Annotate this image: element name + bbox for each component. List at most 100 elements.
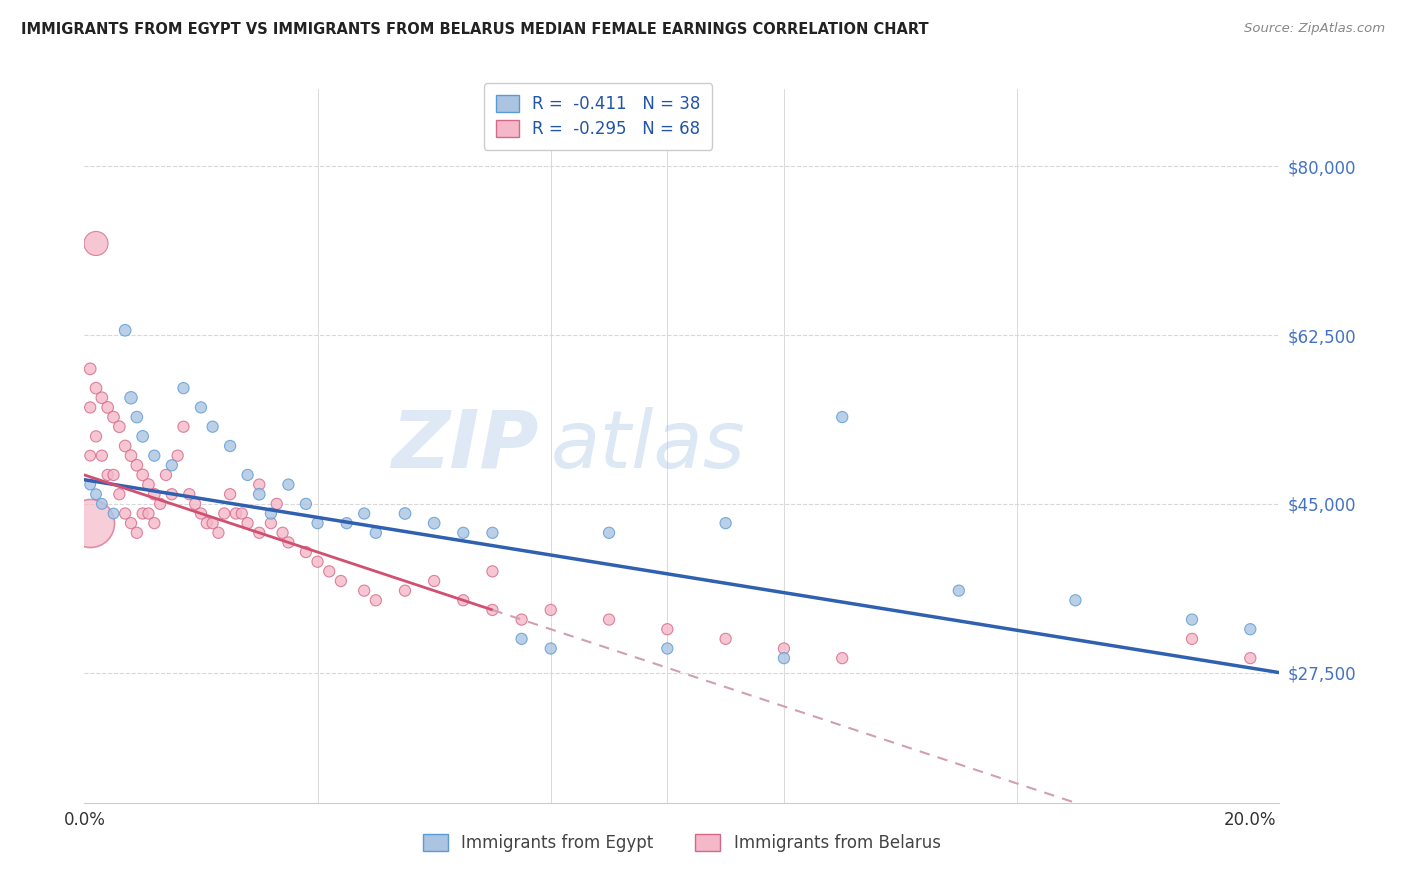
Point — [90, 391, 112, 405]
Point — [84, 429, 107, 443]
Point — [1239, 622, 1261, 636]
Point — [510, 613, 533, 627]
Point — [108, 419, 131, 434]
Point — [510, 632, 533, 646]
Point — [143, 516, 166, 530]
Point — [190, 401, 212, 415]
Point — [225, 507, 247, 521]
Point — [114, 507, 136, 521]
Point — [160, 458, 183, 473]
Point — [114, 439, 136, 453]
Point — [149, 497, 172, 511]
Legend: Immigrants from Egypt, Immigrants from Belarus: Immigrants from Egypt, Immigrants from B… — [416, 827, 948, 859]
Point — [190, 507, 212, 521]
Point — [201, 419, 224, 434]
Point — [714, 516, 737, 530]
Point — [247, 477, 270, 491]
Point — [364, 525, 387, 540]
Point — [948, 583, 970, 598]
Point — [103, 507, 125, 521]
Point — [831, 410, 853, 425]
Point — [84, 487, 107, 501]
Point — [598, 613, 620, 627]
Point — [207, 525, 229, 540]
Point — [318, 565, 340, 579]
Point — [179, 487, 201, 501]
Point — [353, 507, 375, 521]
Point — [79, 449, 101, 463]
Text: atlas: atlas — [551, 407, 745, 485]
Point — [97, 467, 120, 482]
Point — [1064, 593, 1087, 607]
Point — [598, 525, 620, 540]
Point — [266, 497, 288, 511]
Point — [131, 429, 153, 443]
Point — [247, 525, 270, 540]
Point — [166, 449, 188, 463]
Point — [307, 516, 329, 530]
Point — [131, 467, 153, 482]
Point — [353, 583, 375, 598]
Point — [260, 507, 283, 521]
Point — [394, 507, 416, 521]
Text: Source: ZipAtlas.com: Source: ZipAtlas.com — [1244, 22, 1385, 36]
Point — [481, 603, 503, 617]
Point — [307, 555, 329, 569]
Point — [114, 323, 136, 337]
Point — [423, 574, 446, 588]
Point — [125, 410, 148, 425]
Point — [108, 487, 131, 501]
Point — [260, 516, 283, 530]
Point — [481, 525, 503, 540]
Point — [155, 467, 177, 482]
Point — [336, 516, 359, 530]
Point — [277, 477, 299, 491]
Point — [1181, 632, 1204, 646]
Point — [172, 381, 194, 395]
Point — [201, 516, 224, 530]
Point — [540, 641, 562, 656]
Point — [131, 507, 153, 521]
Point — [143, 487, 166, 501]
Point — [84, 236, 107, 251]
Point — [231, 507, 253, 521]
Point — [120, 391, 142, 405]
Point — [773, 651, 796, 665]
Point — [657, 641, 679, 656]
Point — [295, 545, 318, 559]
Point — [184, 497, 207, 511]
Point — [773, 641, 796, 656]
Point — [1181, 613, 1204, 627]
Point — [219, 487, 242, 501]
Point — [103, 467, 125, 482]
Point — [138, 507, 160, 521]
Point — [540, 603, 562, 617]
Point — [1239, 651, 1261, 665]
Point — [271, 525, 294, 540]
Point — [143, 449, 166, 463]
Point — [125, 458, 148, 473]
Point — [236, 467, 259, 482]
Point — [103, 410, 125, 425]
Point — [79, 401, 101, 415]
Point — [125, 525, 148, 540]
Point — [90, 449, 112, 463]
Point — [214, 507, 236, 521]
Text: IMMIGRANTS FROM EGYPT VS IMMIGRANTS FROM BELARUS MEDIAN FEMALE EARNINGS CORRELAT: IMMIGRANTS FROM EGYPT VS IMMIGRANTS FROM… — [21, 22, 929, 37]
Point — [84, 381, 107, 395]
Point — [423, 516, 446, 530]
Point — [172, 419, 194, 434]
Point — [364, 593, 387, 607]
Point — [329, 574, 352, 588]
Point — [79, 362, 101, 376]
Point — [831, 651, 853, 665]
Point — [277, 535, 299, 549]
Point — [714, 632, 737, 646]
Point — [90, 497, 112, 511]
Point — [219, 439, 242, 453]
Point — [120, 516, 142, 530]
Point — [236, 516, 259, 530]
Point — [481, 565, 503, 579]
Point — [79, 477, 101, 491]
Point — [453, 525, 475, 540]
